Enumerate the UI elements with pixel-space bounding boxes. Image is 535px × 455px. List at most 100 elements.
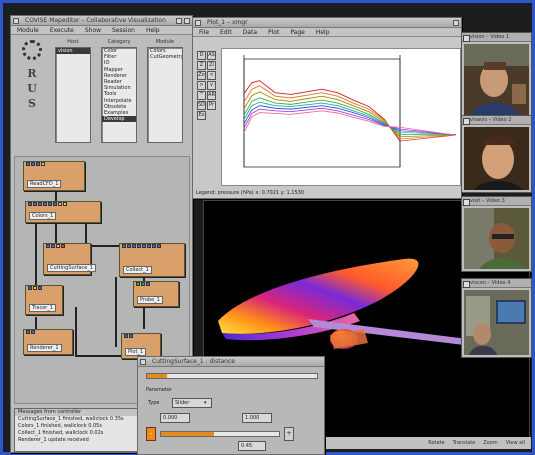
plot-tool-button[interactable]: D (197, 51, 206, 60)
menu-session[interactable]: Session (112, 26, 135, 34)
plot-tool-button[interactable]: AR (207, 91, 216, 100)
host-list-item[interactable]: vision (56, 48, 90, 55)
category-list-item[interactable]: Examples (104, 110, 129, 117)
category-list-item[interactable]: IO (104, 60, 110, 67)
series-line-7 (243, 107, 401, 130)
category-list[interactable]: Color Filter IO Mapper Renderer Reader S… (101, 47, 137, 143)
connection-line[interactable] (35, 221, 37, 287)
messages-header: Messages from controller (15, 409, 189, 416)
connection-line[interactable] (55, 191, 57, 203)
category-list-item[interactable]: Filter (104, 54, 117, 61)
plot-tool-button[interactable]: Zi (207, 61, 216, 70)
category-list-item[interactable]: Develop (102, 116, 136, 123)
plot-tool-button[interactable]: Z (197, 61, 206, 70)
plot-menu-help[interactable]: Help (315, 28, 330, 36)
rus-logo: R U S (17, 38, 47, 148)
module-label: Plot_1 (125, 348, 147, 356)
parameter-slider-window: CuttingSurface_1 : distance Parameter Ty… (137, 356, 325, 455)
minimize-icon[interactable] (176, 18, 182, 24)
module-column: Module Colors CutGeometry (147, 39, 183, 143)
connection-line[interactable] (115, 277, 117, 347)
decrement-button[interactable]: - (146, 427, 156, 441)
plot-tool-button[interactable]: SD (197, 101, 206, 110)
plot-tool-button[interactable]: < (207, 71, 216, 80)
connection-line[interactable] (85, 245, 145, 247)
module-canvas[interactable]: ReadCFD_1 Colors_1 CuttingSurface_1 Coll… (14, 156, 190, 404)
render-mode-rotate[interactable]: Rotate (428, 440, 445, 446)
video-title: viscon – Video 4 (462, 279, 531, 288)
menu-execute[interactable]: Execute (49, 26, 74, 34)
plot-area[interactable] (221, 48, 461, 186)
current-value-field[interactable]: 0.45 (238, 441, 266, 451)
menu-show[interactable]: Show (84, 26, 102, 34)
video-title: vision – Video 1 (462, 33, 531, 42)
plot-menu-plot[interactable]: Plot (268, 28, 280, 36)
plot-menu-file[interactable]: File (199, 28, 210, 36)
module-tracer[interactable]: Tracer_1 (25, 285, 63, 315)
plot-menu-edit[interactable]: Edit (220, 28, 232, 36)
covise-titlebar[interactable]: COVISE Mapeditor – Collaborative Visuali… (11, 16, 192, 26)
connection-line[interactable] (55, 221, 57, 251)
plot-menu-data[interactable]: Data (242, 28, 257, 36)
max-value-field[interactable]: 1.000 (242, 413, 272, 423)
module-list-item[interactable]: CutGeometry (150, 54, 182, 61)
render-mode-zoom[interactable]: Zoom (483, 440, 498, 446)
host-list[interactable]: vision (55, 47, 91, 143)
participant-video-2 (464, 127, 529, 190)
window-menu-icon[interactable] (13, 18, 19, 24)
covise-menubar: Module Execute Show Session Help (11, 26, 192, 35)
category-list-item[interactable]: Tools (104, 91, 117, 98)
module-collect[interactable]: Collect_1 (119, 243, 185, 277)
plot-tool-button[interactable]: > (197, 81, 206, 90)
series-extension-3 (399, 134, 457, 138)
category-list-item[interactable]: Simulation (104, 85, 131, 92)
category-list-item[interactable]: Obsolete (104, 103, 127, 110)
plot-menu-page[interactable]: Page (290, 28, 305, 36)
increment-button[interactable]: + (284, 427, 294, 441)
category-list-item[interactable]: Interpolate (104, 97, 132, 104)
chevron-down-icon[interactable]: ▾ (204, 400, 207, 406)
video-window[interactable]: visit – Video 3 (461, 196, 532, 272)
maximize-icon[interactable] (184, 18, 190, 24)
category-list-item[interactable]: Mapper (104, 66, 123, 73)
window-menu-icon[interactable] (140, 359, 146, 365)
module-cuttingsurface[interactable]: CuttingSurface_1 (43, 243, 97, 275)
video-frame (464, 290, 529, 355)
video-window[interactable]: viscon – Video 4 (461, 278, 532, 358)
menu-module[interactable]: Module (17, 26, 39, 34)
window-menu-icon[interactable] (195, 20, 201, 26)
plot-window-title: Plot_1 – xmgr (207, 19, 248, 26)
category-list-item[interactable]: Reader (104, 79, 122, 86)
min-value-field[interactable]: 0.000 (160, 413, 190, 423)
slider-titlebar[interactable]: CuttingSurface_1 : distance (138, 357, 324, 367)
connection-line[interactable] (75, 355, 135, 357)
maximize-icon[interactable] (453, 20, 459, 26)
video-window[interactable]: visavis – Video 2 (461, 115, 532, 193)
module-probe[interactable]: Probe_1 (133, 281, 179, 307)
category-list-item[interactable]: Color (104, 48, 118, 54)
progress-fill (147, 374, 168, 378)
menu-help[interactable]: Help (145, 26, 160, 34)
module-colors[interactable]: Colors_1 (25, 201, 101, 223)
connection-line[interactable] (75, 307, 77, 357)
series-extension-2 (399, 134, 457, 140)
module-renderer[interactable]: Renderer_1 (23, 329, 73, 355)
render-view-all[interactable]: View all (505, 440, 525, 446)
render-mode-translate[interactable]: Translate (452, 440, 476, 446)
plot-tool-button[interactable]: Pr (207, 101, 216, 110)
plot-tool-button[interactable]: AS (207, 51, 216, 60)
plot-tool-button[interactable]: Zo (197, 71, 206, 80)
connection-line[interactable] (85, 221, 87, 245)
module-list-item[interactable]: Colors (150, 48, 166, 54)
module-readcfd[interactable]: ReadCFD_1 (23, 161, 85, 191)
plot-tool-button[interactable]: ^ (197, 91, 206, 100)
plot-tool-button[interactable]: Ex (197, 111, 206, 120)
video-window[interactable]: vision – Video 1 (461, 32, 532, 118)
category-list-item[interactable]: Renderer (104, 72, 127, 79)
value-slider-track[interactable] (160, 431, 280, 437)
plot-tool-button[interactable]: v (207, 81, 216, 90)
type-select[interactable]: Slider (172, 398, 212, 408)
module-label: ReadCFD_1 (27, 180, 62, 188)
plot-titlebar[interactable]: Plot_1 – xmgr (193, 18, 461, 28)
module-list[interactable]: Colors CutGeometry (147, 47, 183, 143)
